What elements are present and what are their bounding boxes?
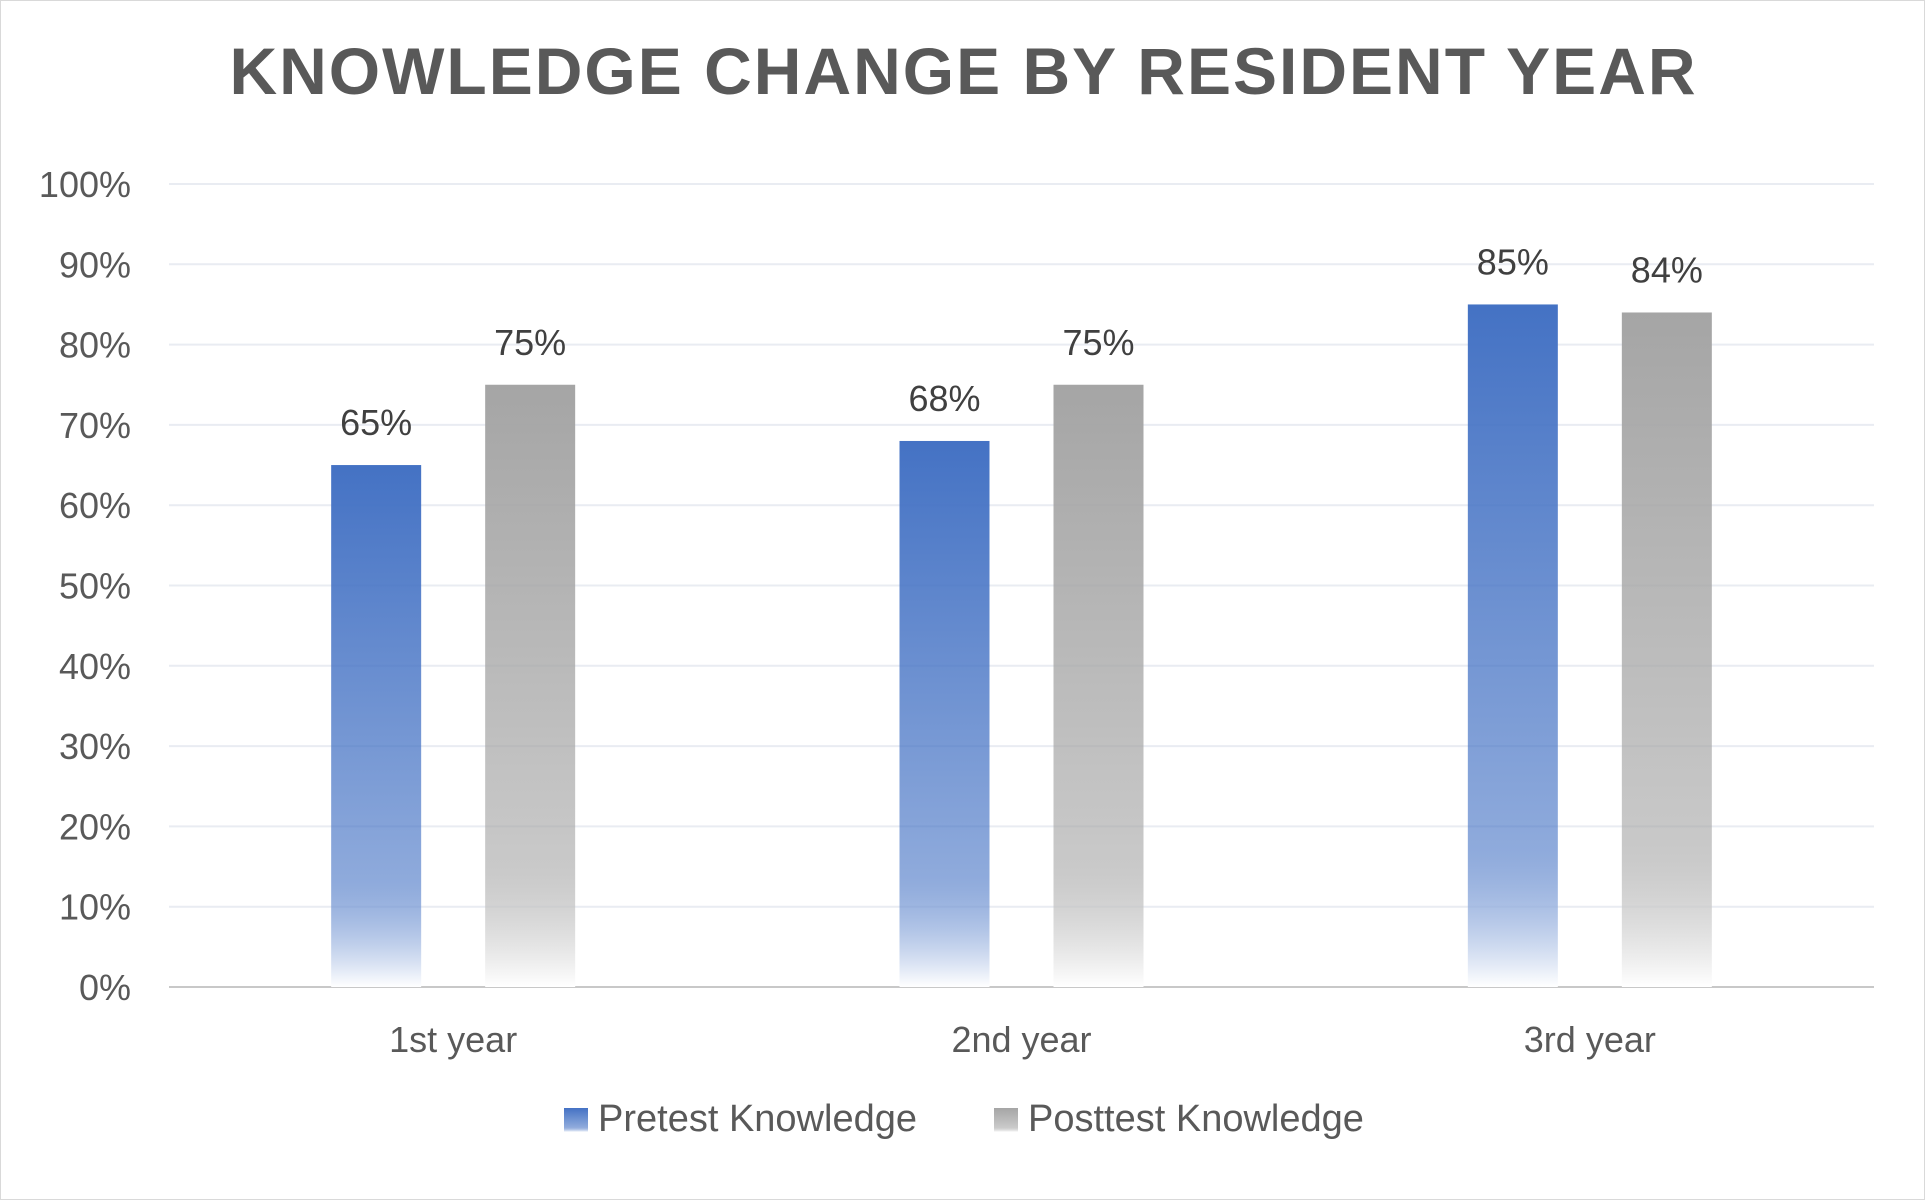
- legend-swatch: [564, 1108, 588, 1132]
- data-label: 75%: [1062, 322, 1134, 363]
- y-tick-label: 30%: [59, 726, 131, 767]
- bar: [1467, 304, 1558, 987]
- bar: [1621, 312, 1712, 988]
- y-tick-label: 60%: [59, 485, 131, 526]
- bar: [485, 384, 576, 987]
- y-tick-label: 10%: [59, 887, 131, 928]
- y-tick-label: 50%: [59, 566, 131, 607]
- data-label: 85%: [1477, 241, 1549, 282]
- x-tick-label: 1st year: [389, 1019, 517, 1060]
- data-label: 84%: [1631, 249, 1703, 290]
- y-tick-label: 0%: [79, 967, 131, 1008]
- y-tick-label: 20%: [59, 806, 131, 847]
- x-tick-label: 2nd year: [951, 1019, 1091, 1060]
- y-tick-label: 70%: [59, 405, 131, 446]
- x-tick-label: 3rd year: [1524, 1019, 1656, 1060]
- data-label: 68%: [908, 378, 980, 419]
- data-label: 75%: [494, 322, 566, 363]
- bar: [1053, 384, 1144, 987]
- bar: [899, 440, 990, 988]
- y-tick-label: 80%: [59, 325, 131, 366]
- y-tick-label: 90%: [59, 244, 131, 285]
- legend-label: Pretest Knowledge: [598, 1098, 917, 1140]
- bar: [331, 465, 422, 987]
- chart-title: KNOWLEDGE CHANGE BY RESIDENT YEAR: [229, 34, 1698, 108]
- legend-swatch: [994, 1108, 1018, 1132]
- legend-label: Posttest Knowledge: [1028, 1098, 1364, 1140]
- data-label: 65%: [340, 402, 412, 443]
- y-tick-label: 100%: [39, 164, 131, 205]
- y-tick-label: 40%: [59, 646, 131, 687]
